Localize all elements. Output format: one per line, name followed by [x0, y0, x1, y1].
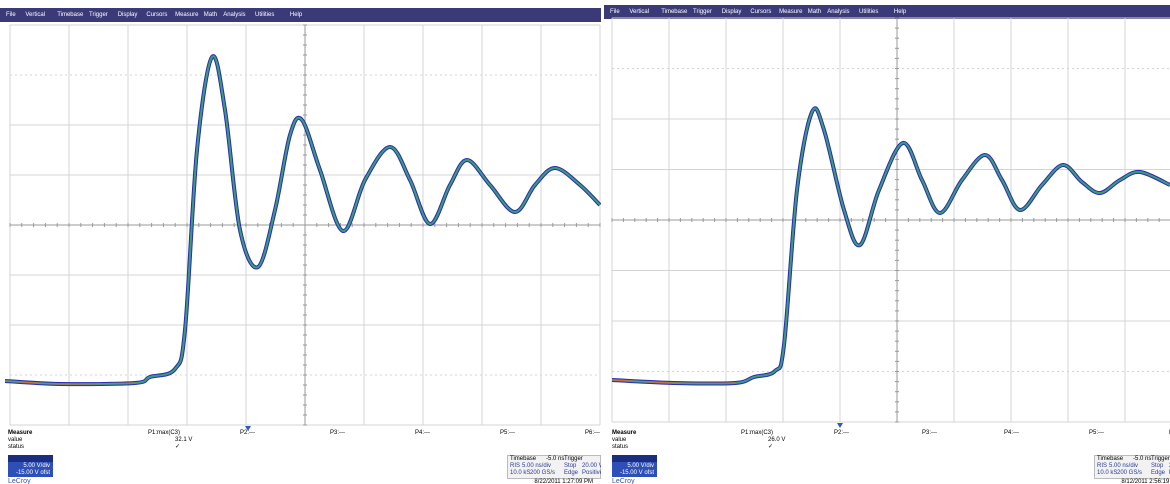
menu-item[interactable]: Vertical — [629, 9, 650, 15]
param-status: ✓ — [768, 444, 774, 450]
waveform-hot — [4, 380, 136, 385]
param-name: P4:--- — [1004, 430, 1019, 436]
menu-item[interactable]: Math — [203, 12, 218, 18]
channel-setting: -15.00 V ofst — [619, 470, 654, 476]
timebase-field: 20.00 V — [582, 463, 601, 469]
date-time: 8/22/2011 1:27:09 PM — [534, 479, 593, 484]
timebase-field: 200 GS/s — [1117, 470, 1143, 476]
waveform-outline — [611, 106, 1170, 386]
menu-item[interactable]: Vertical — [25, 12, 46, 18]
scope-grid — [611, 17, 1170, 428]
channel-setting: 5.00 V/div — [627, 463, 654, 469]
timebase-field: Stop — [564, 463, 577, 469]
menu-item[interactable]: Help — [893, 9, 907, 15]
timebase-field: -5.0 ns — [546, 456, 565, 462]
param-name: P3:--- — [922, 430, 937, 436]
menu-bar: File Vertical Timebase Trigger Display Cursor… — [604, 5, 1170, 19]
timebase-field: RIS — [510, 463, 521, 469]
menu-item[interactable]: Trigger — [693, 9, 712, 15]
param-name: P2:--- — [834, 430, 849, 436]
menu-bar: File Vertical Timebase Trigger Display Cursor… — [0, 8, 601, 22]
timebase-field: Timebase — [510, 456, 537, 462]
trigger-marker — [837, 423, 843, 428]
menu-item[interactable]: Analysis — [223, 12, 246, 18]
menu-item[interactable]: Cursors — [146, 12, 168, 18]
oscilloscope-panel: File Vertical Timebase Trigger Display Cursor… — [0, 8, 601, 484]
timebase-box: Timebase -5.0 ns Trigger RIS 5.00 ns/div Stop… — [507, 455, 601, 479]
param-name: P1:max(C3) — [148, 430, 181, 436]
param-name: P5:--- — [500, 430, 515, 436]
menu-item[interactable]: Analysis — [827, 9, 850, 15]
channel-setting: -15.00 V ofst — [15, 470, 50, 476]
timebase-field: Positive — [582, 470, 601, 476]
timebase-field: Timebase — [1097, 456, 1124, 462]
menu-item[interactable]: Display — [117, 12, 138, 18]
measure-row-label: status — [8, 444, 25, 450]
menu-item[interactable]: File — [610, 9, 620, 15]
param-value: 32.1 V — [175, 437, 193, 443]
timebase-field: Trigger — [564, 456, 583, 462]
channel-header — [612, 455, 657, 462]
menu-item[interactable]: Help — [289, 12, 303, 18]
timebase-field: 200 GS/s — [530, 470, 556, 476]
menu-item[interactable]: Trigger — [89, 12, 108, 18]
param-name: P3:--- — [330, 430, 345, 436]
param-status: ✓ — [175, 444, 181, 450]
measure-row-label: value — [8, 437, 23, 443]
waveform — [4, 55, 601, 386]
waveform — [611, 107, 1170, 385]
menu-item[interactable]: File — [6, 12, 16, 18]
timebase-box: Timebase -5.0 ns Trigger RIS 5.00 ns/div Stop… — [1094, 455, 1170, 479]
timebase-field: Edge — [564, 470, 579, 476]
scope-grid — [4, 24, 601, 431]
timebase-field: Edge — [1151, 470, 1166, 476]
brand-logo: LeCroy — [8, 478, 31, 484]
menu-item[interactable]: Display — [721, 9, 742, 15]
menu-item[interactable]: Timebase — [57, 12, 84, 18]
menu-item[interactable]: Utilities — [255, 12, 275, 18]
timebase-field: RIS — [1097, 463, 1108, 469]
channel-box: 5.00 V/div -15.00 V ofst — [8, 455, 53, 477]
timebase-field: Trigger — [1151, 456, 1170, 462]
menu-item[interactable]: Utilities — [859, 9, 879, 15]
waveform-outline — [4, 54, 601, 387]
measure-row-label: status — [612, 444, 629, 450]
channel-box: 5.00 V/div -15.00 V ofst — [612, 455, 657, 477]
timebase-field: -5.0 ns — [1133, 456, 1152, 462]
timebase-field: 10.0 kS — [1097, 470, 1118, 476]
param-value: 26.0 V — [768, 437, 786, 443]
oscilloscope-panel: File Vertical Timebase Trigger Display Cursor… — [604, 0, 1170, 484]
timebase-field: 10.0 kS — [510, 470, 531, 476]
measure-row-label: value — [612, 437, 627, 443]
menu-item[interactable]: Timebase — [661, 9, 688, 15]
brand-logo: LeCroy — [612, 478, 635, 484]
menu-item[interactable]: Cursors — [750, 9, 772, 15]
param-name: P1:max(C3) — [741, 430, 774, 436]
channel-setting: 5.00 V/div — [23, 463, 50, 469]
timebase-field: Stop — [1151, 463, 1164, 469]
menu-item[interactable]: Measure — [175, 12, 199, 18]
param-name: P5:--- — [1089, 430, 1104, 436]
timebase-field: 5.00 ns/div — [522, 463, 552, 469]
menu-item[interactable]: Math — [807, 9, 822, 15]
channel-header — [8, 455, 53, 462]
timebase-field: 5.00 ns/div — [1109, 463, 1139, 469]
menu-item[interactable]: Measure — [779, 9, 803, 15]
param-name: P2:--- — [240, 430, 255, 436]
trigger-marker — [245, 426, 251, 431]
measure-title: Measure — [612, 430, 637, 436]
measure-title: Measure — [8, 430, 33, 436]
waveform-hot — [611, 379, 736, 384]
param-name: P6:--- — [585, 430, 600, 436]
param-name: P4:--- — [415, 430, 430, 436]
date-time: 8/12/2011 2:56:19 PM — [1121, 479, 1170, 484]
